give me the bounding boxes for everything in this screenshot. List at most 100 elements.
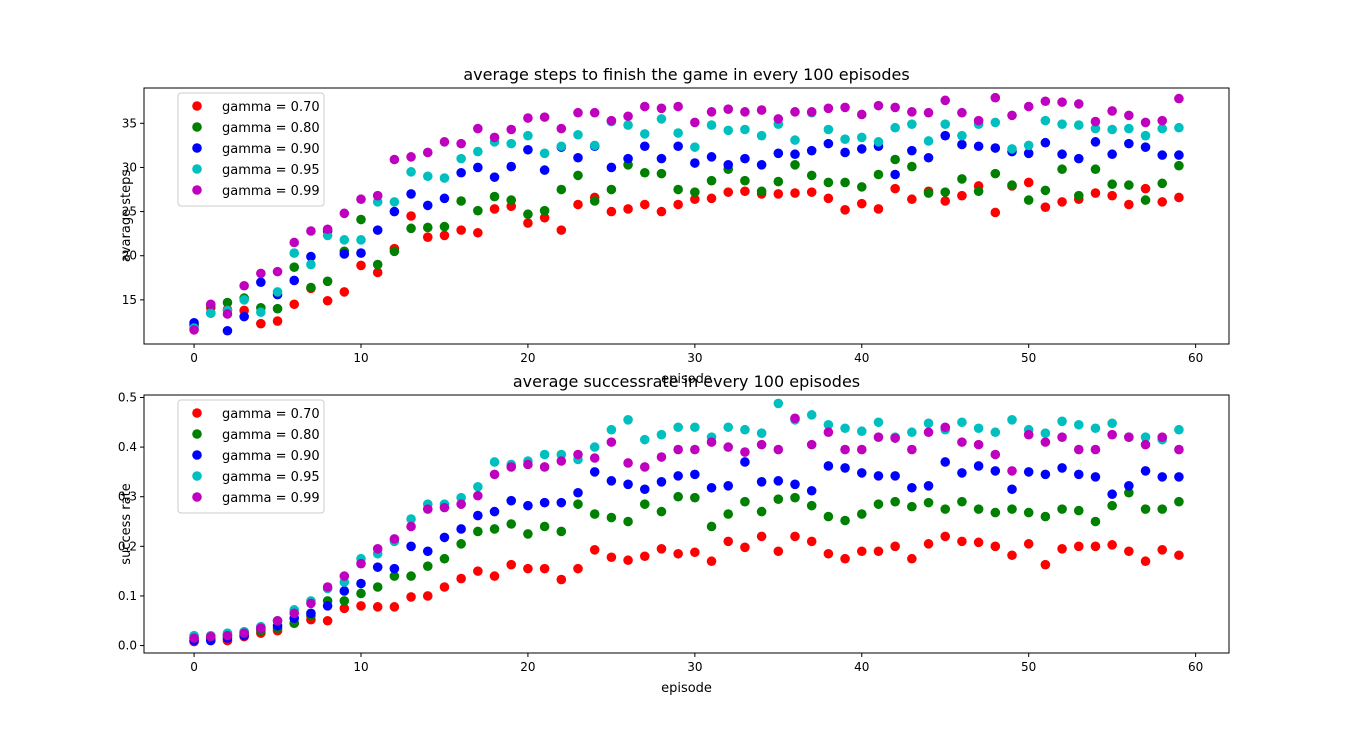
scatter-point bbox=[1090, 137, 1101, 147]
scatter-point bbox=[923, 497, 934, 508]
scatter-point bbox=[456, 524, 466, 534]
scatter-point bbox=[256, 268, 266, 279]
y-tick-label: 0.3 bbox=[118, 490, 137, 504]
scatter-point bbox=[406, 211, 416, 221]
scatter-point bbox=[740, 542, 750, 553]
scatter-point bbox=[339, 235, 350, 245]
scatter-point bbox=[406, 571, 416, 581]
scatter-point bbox=[556, 497, 567, 508]
scatter-point bbox=[623, 415, 633, 425]
scatter-point bbox=[506, 559, 517, 570]
scatter-point bbox=[339, 571, 350, 581]
scatter-point bbox=[356, 588, 366, 599]
scatter-point bbox=[1090, 541, 1101, 552]
scatter-point bbox=[356, 260, 366, 271]
scatter-point bbox=[740, 457, 750, 467]
scatter-point bbox=[873, 432, 884, 442]
scatter-point bbox=[907, 107, 917, 117]
y-tick-label: 25 bbox=[122, 205, 137, 219]
scatter-point bbox=[506, 138, 517, 149]
scatter-point bbox=[639, 129, 650, 139]
y-tick-label: 20 bbox=[122, 249, 137, 263]
scatter-point bbox=[506, 124, 517, 135]
x-tick-label: 20 bbox=[520, 351, 535, 365]
scatter-point bbox=[322, 224, 333, 235]
x-tick-label: 50 bbox=[1021, 351, 1036, 365]
scatter-point bbox=[1107, 500, 1117, 511]
scatter-point bbox=[523, 563, 533, 574]
scatter-point bbox=[690, 142, 700, 152]
scatter-point bbox=[623, 111, 633, 122]
scatter-point bbox=[322, 295, 333, 306]
scatter-point bbox=[823, 193, 834, 204]
scatter-point bbox=[673, 199, 683, 210]
scatter-point bbox=[957, 107, 967, 118]
scatter-point bbox=[1007, 484, 1017, 495]
scatter-point bbox=[823, 138, 834, 149]
scatter-point bbox=[506, 195, 517, 205]
scatter-point bbox=[623, 479, 633, 490]
scatter-point bbox=[189, 325, 199, 335]
scatter-point bbox=[239, 295, 249, 305]
scatter-point bbox=[873, 471, 884, 481]
legend-marker bbox=[192, 492, 202, 502]
scatter-point bbox=[706, 556, 717, 567]
legend-marker bbox=[192, 408, 202, 418]
scatter-point bbox=[1157, 504, 1168, 514]
scatter-point bbox=[306, 598, 316, 609]
scatter-point bbox=[1140, 183, 1151, 194]
scatter-point bbox=[1023, 507, 1034, 518]
scatter-point bbox=[923, 152, 934, 163]
scatter-point bbox=[573, 129, 583, 140]
scatter-point bbox=[1040, 559, 1051, 570]
scatter-point bbox=[990, 117, 1001, 128]
y-tick-label: 0.0 bbox=[118, 639, 137, 653]
scatter-point bbox=[506, 519, 517, 529]
scatter-point bbox=[473, 490, 483, 501]
scatter-point bbox=[907, 119, 917, 129]
scatter-point bbox=[790, 160, 800, 170]
scatter-point bbox=[489, 506, 500, 517]
scatter-point bbox=[773, 148, 784, 159]
scatter-point bbox=[957, 174, 967, 184]
scatter-point bbox=[573, 199, 583, 210]
scatter-point bbox=[1107, 190, 1117, 201]
scatter-point bbox=[489, 469, 500, 480]
scatter-point bbox=[907, 482, 917, 493]
scatter-point bbox=[690, 469, 700, 480]
scatter-point bbox=[973, 115, 984, 126]
scatter-point bbox=[756, 506, 767, 517]
scatter-point bbox=[289, 237, 300, 248]
scatter-point bbox=[639, 499, 650, 509]
scatter-point bbox=[372, 259, 383, 270]
scatter-point bbox=[239, 280, 249, 291]
scatter-point bbox=[890, 154, 900, 165]
scatter-point bbox=[1157, 197, 1168, 207]
scatter-point bbox=[1140, 439, 1151, 450]
legend-marker bbox=[192, 429, 202, 439]
scatter-point bbox=[890, 169, 900, 180]
scatter-point bbox=[1040, 137, 1051, 148]
scatter-point bbox=[1140, 195, 1151, 205]
scatter-point bbox=[439, 582, 450, 592]
scatter-point bbox=[539, 497, 550, 508]
scatter-point bbox=[656, 114, 667, 124]
scatter-point bbox=[890, 183, 900, 194]
scatter-point bbox=[673, 128, 683, 138]
scatter-point bbox=[957, 130, 967, 141]
scatter-point bbox=[606, 162, 617, 173]
scatter-point bbox=[823, 461, 834, 471]
scatter-point bbox=[256, 277, 266, 288]
scatter-point bbox=[589, 140, 600, 151]
scatter-point bbox=[589, 467, 600, 477]
scatter-point bbox=[656, 429, 667, 440]
scatter-point bbox=[840, 444, 850, 455]
scatter-point bbox=[606, 184, 617, 195]
scatter-point bbox=[623, 555, 633, 566]
scatter-point bbox=[406, 223, 416, 234]
scatter-point bbox=[1157, 472, 1168, 482]
scatter-point bbox=[907, 427, 917, 438]
scatter-point bbox=[656, 506, 667, 517]
scatter-point bbox=[1057, 463, 1067, 473]
chart-title: average successrate in every 100 episode… bbox=[513, 372, 860, 391]
